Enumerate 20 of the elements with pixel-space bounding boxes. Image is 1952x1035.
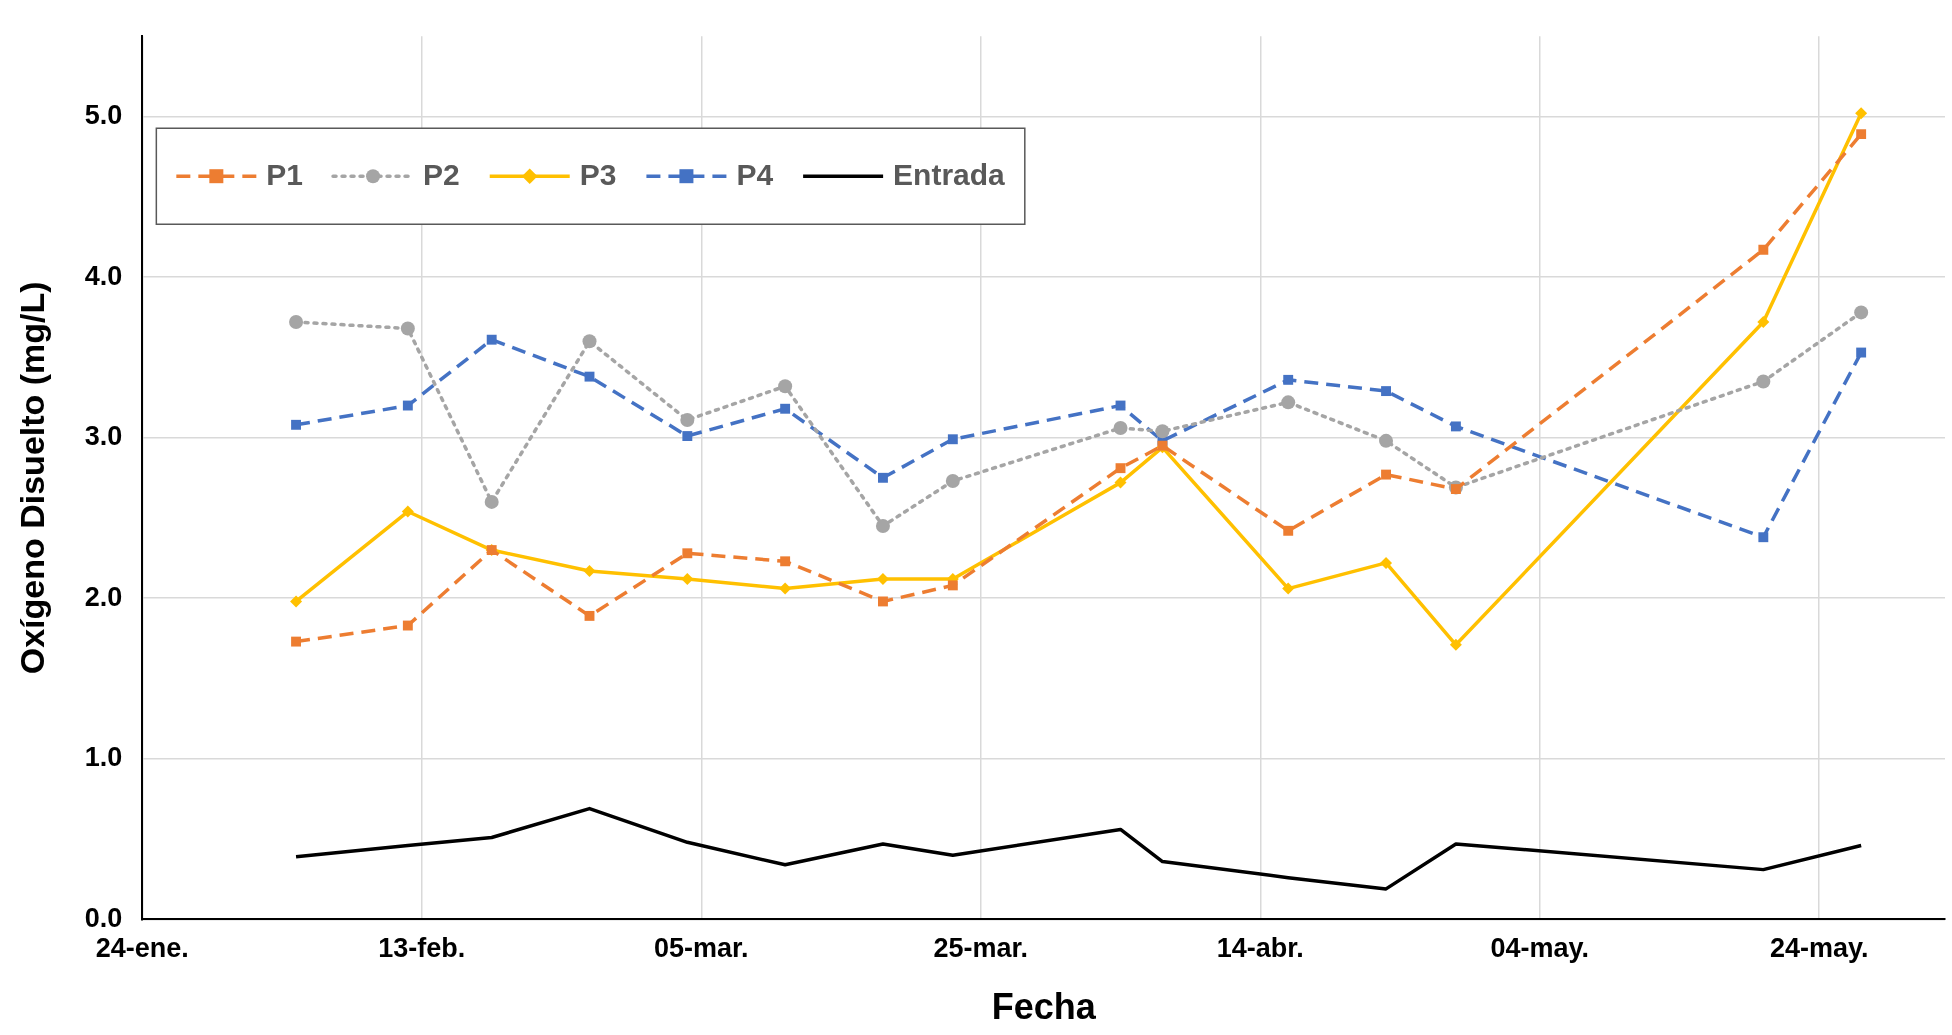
y-tick-label: 1.0: [84, 742, 123, 773]
x-tick-label: 14-abr.: [1216, 933, 1304, 964]
x-tick-label: 24-may.: [1769, 933, 1869, 964]
legend-label: P4: [736, 158, 774, 192]
y-tick-label: 5.0: [84, 99, 123, 130]
legend-label: Entrada: [893, 158, 1006, 192]
legend-label: P1: [266, 158, 304, 192]
legend-label: P3: [579, 158, 617, 192]
y-tick-label: 3.0: [84, 421, 123, 452]
x-tick-label: 25-mar.: [933, 933, 1029, 964]
x-tick-label: 24-ene.: [95, 933, 189, 964]
x-tick-label: 05-mar.: [654, 933, 749, 964]
x-tick-label: 13-feb.: [378, 933, 466, 964]
y-axis-title: Oxígeno Disuelto (mg/L): [12, 281, 51, 675]
x-axis-title: Fecha: [991, 986, 1097, 1028]
x-tick-label: 04-may.: [1490, 933, 1590, 964]
y-tick-label: 4.0: [84, 260, 123, 291]
y-tick-label: 0.0: [84, 902, 123, 933]
legend-label: P2: [423, 158, 460, 192]
y-tick-label: 2.0: [84, 581, 123, 612]
